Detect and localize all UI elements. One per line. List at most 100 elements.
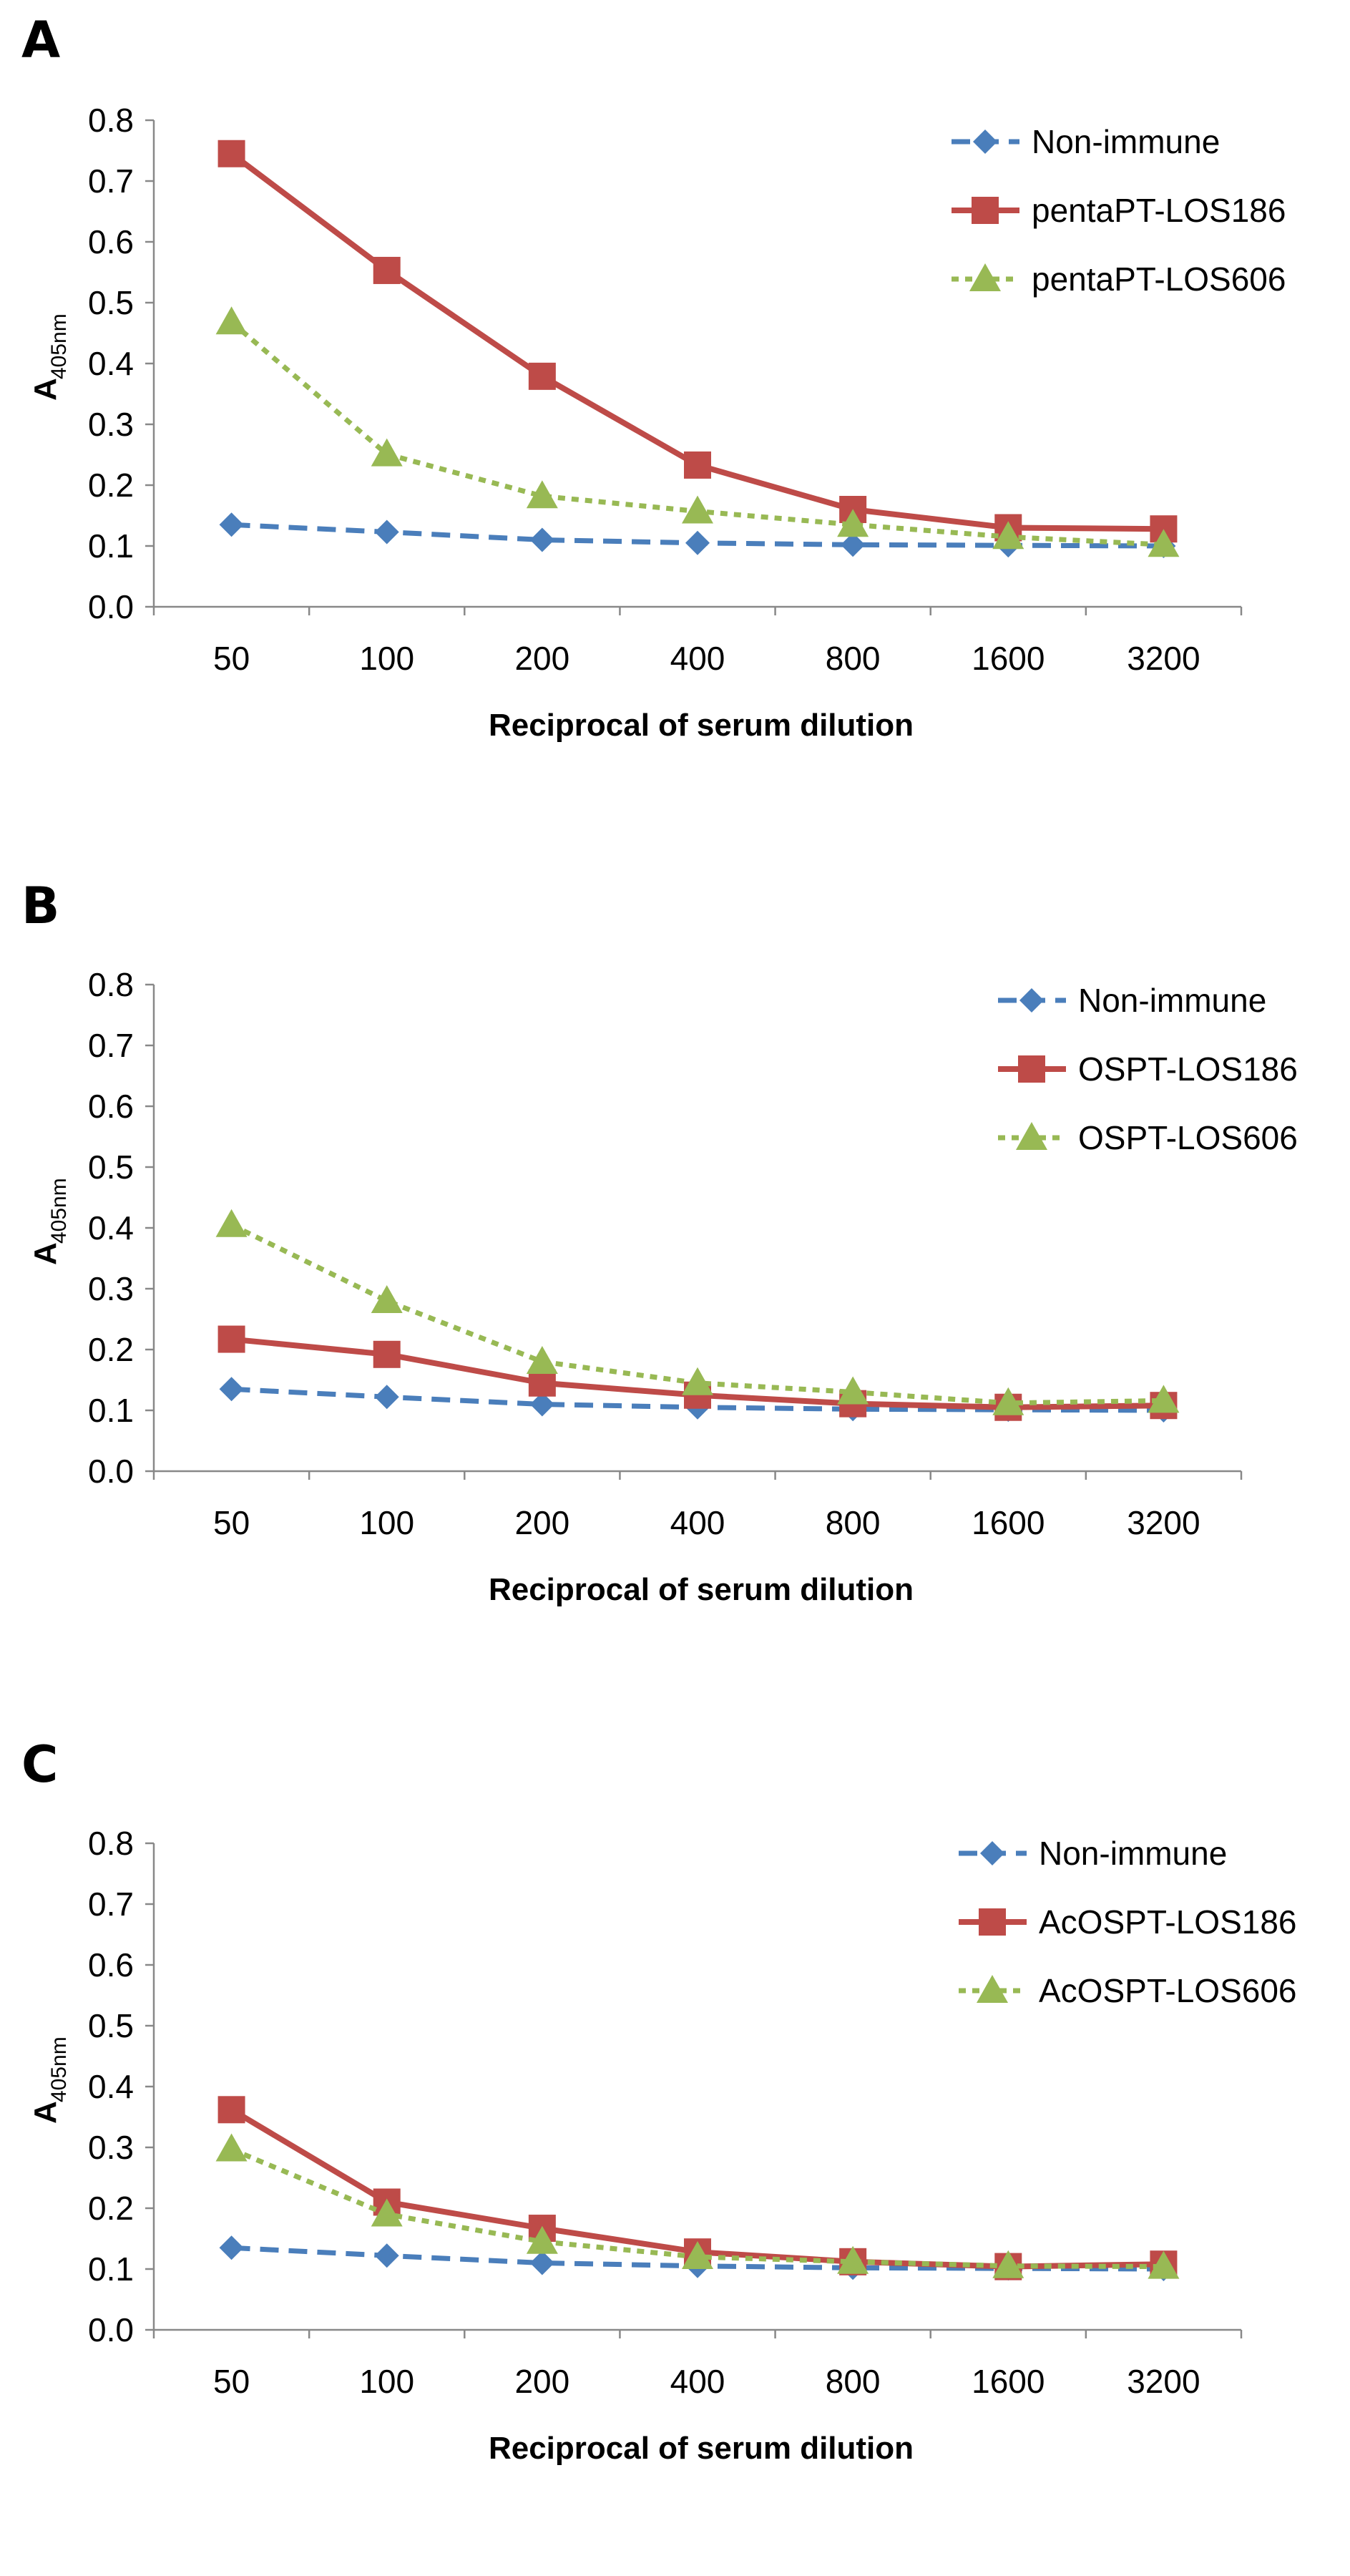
y-axis-title-subscript: 405nm — [47, 313, 71, 379]
panel-letter: B — [21, 877, 59, 935]
legend: Non-immune OSPT-LOS186 OSPT-LOS606 — [998, 982, 1298, 1156]
chart-c-svg: C 0.0 0.1 0.2 0.3 0.4 0.5 0.6 0.7 0.8 50 100 200 400 8… — [21, 1735, 1297, 2466]
data-point — [217, 2096, 245, 2124]
x-tick-label: 100 — [359, 640, 414, 677]
legend: Non-immune AcOSPT-LOS186 AcOSPT-LOS606 — [959, 1835, 1297, 2009]
legend-item: pentaPT-LOS606 — [952, 260, 1286, 298]
y-tick-label: 0.8 — [88, 966, 134, 1003]
data-point — [215, 2133, 248, 2162]
data-point — [841, 532, 866, 557]
x-tick-label: 100 — [359, 2363, 414, 2400]
x-axis-title: Reciprocal of serum dilution — [489, 2431, 914, 2466]
y-tick-label: 0.6 — [88, 1088, 134, 1125]
x-tick-label: 50 — [213, 2363, 250, 2400]
data-point — [374, 519, 399, 545]
panel-letter: C — [21, 1735, 58, 1794]
y-axis-title-main: A — [28, 1242, 63, 1265]
x-tick-label: 400 — [670, 1504, 725, 1541]
series-3 — [215, 2133, 1180, 2279]
series-3 — [215, 306, 1180, 557]
legend-item: OSPT-LOS606 — [998, 1119, 1298, 1156]
data-point — [526, 1346, 558, 1374]
y-tick-label: 0.7 — [88, 162, 134, 200]
legend-item: Non-immune — [952, 123, 1220, 160]
x-tick-label: 3200 — [1127, 2363, 1200, 2400]
data-point — [374, 2243, 399, 2268]
chart-panel-b: B 0.0 0.1 0.2 0.3 0.4 0.5 0.6 0.7 0.8 50 100 200 400 8… — [0, 859, 1350, 1717]
data-point — [374, 1385, 399, 1410]
x-tick-label: 1600 — [972, 640, 1045, 677]
y-tick-label: 0.0 — [88, 588, 134, 625]
panel-letter: A — [21, 11, 60, 69]
legend-item: AcOSPT-LOS186 — [959, 1903, 1297, 1941]
legend-label: AcOSPT-LOS606 — [1039, 1972, 1297, 2009]
legend-marker — [977, 1975, 1008, 2003]
data-point — [682, 1367, 713, 1395]
data-point — [373, 256, 401, 284]
data-point — [373, 1340, 401, 1368]
legend-item: OSPT-LOS186 — [998, 1050, 1298, 1088]
y-tick-label: 0.3 — [88, 406, 134, 443]
data-point — [682, 495, 713, 524]
data-point — [837, 2245, 869, 2274]
data-point — [528, 362, 556, 390]
x-tick-label: 200 — [514, 1504, 569, 1541]
legend-marker — [1018, 1055, 1045, 1083]
legend-label: OSPT-LOS606 — [1078, 1119, 1298, 1156]
data-point — [1148, 2250, 1180, 2279]
x-tick-label: 800 — [826, 2363, 881, 2400]
data-point — [1148, 1385, 1180, 1413]
y-tick-label: 0.5 — [88, 1148, 134, 1186]
y-tick-label: 0.7 — [88, 1027, 134, 1064]
legend-item: pentaPT-LOS186 — [952, 192, 1286, 229]
y-axis-title-subscript: 405nm — [47, 2036, 71, 2102]
data-point — [529, 2250, 554, 2275]
y-tick-label: 0.4 — [88, 2068, 134, 2105]
x-axis-title: Reciprocal of serum dilution — [489, 1572, 914, 1607]
legend: Non-immune pentaPT-LOS186 pentaPT-LOS606 — [952, 123, 1286, 298]
x-tick-label: 100 — [359, 1504, 414, 1541]
data-point — [219, 512, 244, 537]
y-tick-label: 0.1 — [88, 2250, 134, 2288]
legend-item: Non-immune — [998, 982, 1266, 1019]
y-tick-label: 0.2 — [88, 467, 134, 504]
legend-item: AcOSPT-LOS606 — [959, 1972, 1297, 2009]
data-point — [992, 2250, 1024, 2278]
x-tick-label: 200 — [514, 640, 569, 677]
data-point — [371, 438, 403, 467]
y-tick-label: 0.2 — [88, 2190, 134, 2227]
data-point — [685, 530, 710, 555]
y-tick-label: 0.6 — [88, 1946, 134, 1984]
y-tick-label: 0.3 — [88, 2129, 134, 2166]
x-tick-label: 1600 — [972, 2363, 1045, 2400]
data-point — [992, 1387, 1024, 1415]
data-point — [526, 480, 558, 509]
legend-label: OSPT-LOS186 — [1078, 1050, 1298, 1088]
legend-marker — [969, 263, 1001, 291]
data-point — [528, 1369, 556, 1397]
x-tick-label: 50 — [213, 1504, 250, 1541]
legend-marker — [979, 1908, 1006, 1936]
chart-b-svg: B 0.0 0.1 0.2 0.3 0.4 0.5 0.6 0.7 0.8 50 100 200 400 8… — [21, 877, 1298, 1607]
data-point — [526, 2225, 558, 2254]
legend-label: Non-immune — [1039, 1835, 1227, 1872]
x-tick-label: 200 — [514, 2363, 569, 2400]
y-axis-title-subscript: 405nm — [47, 1178, 71, 1244]
x-tick-label: 800 — [826, 640, 881, 677]
x-tick-label: 3200 — [1127, 640, 1200, 677]
data-point — [684, 451, 711, 479]
y-tick-label: 0.5 — [88, 2007, 134, 2044]
x-tick-label: 800 — [826, 1504, 881, 1541]
data-point — [371, 1285, 403, 1313]
data-point — [529, 527, 554, 552]
data-point — [217, 1325, 245, 1353]
legend-marker — [1016, 1122, 1047, 1150]
y-tick-label: 0.7 — [88, 1885, 134, 1923]
legend-label: pentaPT-LOS606 — [1032, 260, 1286, 298]
legend-marker — [980, 1841, 1004, 1865]
legend-label: AcOSPT-LOS186 — [1039, 1903, 1297, 1941]
y-axis-title-main: A — [28, 2101, 63, 2124]
data-point — [529, 1392, 554, 1417]
legend-label: Non-immune — [1032, 123, 1220, 160]
